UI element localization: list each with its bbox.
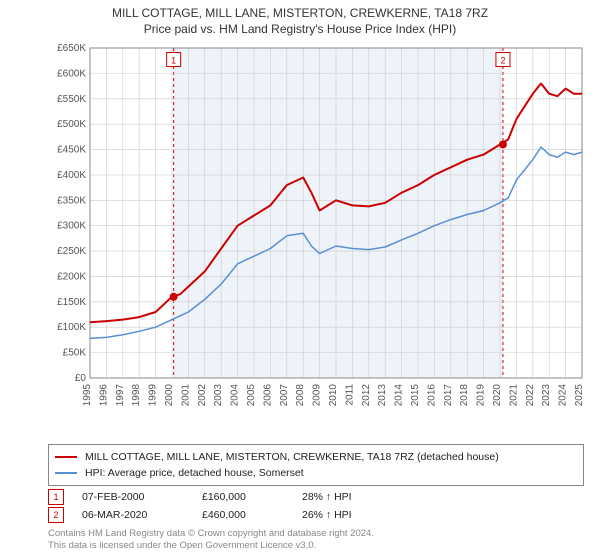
svg-text:£250K: £250K [57, 246, 86, 257]
svg-text:£200K: £200K [57, 271, 86, 282]
svg-text:2017: 2017 [443, 384, 454, 407]
svg-text:£400K: £400K [57, 170, 86, 181]
svg-text:2019: 2019 [476, 384, 487, 407]
svg-text:£350K: £350K [57, 195, 86, 206]
svg-text:2024: 2024 [558, 384, 569, 407]
svg-text:2015: 2015 [410, 384, 421, 407]
svg-text:2010: 2010 [328, 384, 339, 407]
svg-text:£500K: £500K [57, 119, 86, 130]
svg-text:2009: 2009 [312, 384, 323, 407]
svg-text:2022: 2022 [525, 384, 536, 407]
legend-item-hpi: HPI: Average price, detached house, Some… [55, 465, 577, 481]
svg-text:2006: 2006 [262, 384, 273, 407]
legend-label-hpi: HPI: Average price, detached house, Some… [85, 467, 304, 479]
svg-text:2016: 2016 [426, 384, 437, 407]
svg-text:1997: 1997 [115, 384, 126, 407]
svg-text:2023: 2023 [541, 384, 552, 407]
svg-text:£50K: £50K [63, 348, 87, 359]
transaction-pct: 28% ↑ HPI [302, 491, 422, 503]
svg-text:2008: 2008 [295, 384, 306, 407]
svg-text:2021: 2021 [508, 384, 519, 407]
svg-text:2002: 2002 [197, 384, 208, 407]
svg-text:2005: 2005 [246, 384, 257, 407]
transaction-pct: 26% ↑ HPI [302, 509, 422, 521]
svg-text:£450K: £450K [57, 145, 86, 156]
transaction-price: £460,000 [202, 509, 302, 521]
svg-text:2013: 2013 [377, 384, 388, 407]
marker-badge-2: 2 [48, 507, 64, 523]
svg-text:2018: 2018 [459, 384, 470, 407]
table-row: 2 06-MAR-2020 £460,000 26% ↑ HPI [48, 506, 422, 524]
svg-text:£650K: £650K [57, 44, 86, 54]
svg-text:1995: 1995 [82, 384, 93, 407]
marker-badge-1: 1 [48, 489, 64, 505]
svg-text:2025: 2025 [574, 384, 585, 407]
legend-label-property: MILL COTTAGE, MILL LANE, MISTERTON, CREW… [85, 451, 499, 463]
svg-text:£600K: £600K [57, 68, 86, 79]
svg-text:1999: 1999 [148, 384, 159, 407]
svg-text:2011: 2011 [344, 384, 355, 406]
chart-title-block: MILL COTTAGE, MILL LANE, MISTERTON, CREW… [0, 0, 600, 36]
svg-text:2000: 2000 [164, 384, 175, 407]
legend-swatch-hpi [55, 472, 77, 474]
svg-text:2004: 2004 [230, 384, 241, 407]
svg-text:£300K: £300K [57, 221, 86, 232]
legend-item-property: MILL COTTAGE, MILL LANE, MISTERTON, CREW… [55, 449, 577, 465]
attribution-line1: Contains HM Land Registry data © Crown c… [48, 528, 374, 540]
svg-text:£0: £0 [75, 373, 87, 384]
svg-text:2: 2 [500, 56, 505, 66]
svg-text:2001: 2001 [180, 384, 191, 407]
svg-text:2012: 2012 [361, 384, 372, 407]
title-address: MILL COTTAGE, MILL LANE, MISTERTON, CREW… [0, 6, 600, 20]
table-row: 1 07-FEB-2000 £160,000 28% ↑ HPI [48, 488, 422, 506]
svg-text:2003: 2003 [213, 384, 224, 407]
transaction-date: 07-FEB-2000 [82, 491, 202, 503]
transaction-table: 1 07-FEB-2000 £160,000 28% ↑ HPI 2 06-MA… [48, 488, 422, 524]
legend: MILL COTTAGE, MILL LANE, MISTERTON, CREW… [48, 444, 584, 486]
transaction-date: 06-MAR-2020 [82, 509, 202, 521]
title-subtitle: Price paid vs. HM Land Registry's House … [0, 22, 600, 36]
svg-text:£100K: £100K [57, 322, 86, 333]
price-chart: £0 £50K £100K £150K £200K £250K £300K £350K £400… [48, 44, 588, 424]
svg-text:1998: 1998 [131, 384, 142, 407]
svg-text:2007: 2007 [279, 384, 290, 407]
attribution-text: Contains HM Land Registry data © Crown c… [48, 528, 374, 553]
svg-text:1996: 1996 [98, 384, 109, 407]
legend-swatch-property [55, 456, 77, 458]
svg-text:2020: 2020 [492, 384, 503, 407]
svg-text:2014: 2014 [394, 384, 405, 407]
svg-text:1: 1 [171, 56, 176, 66]
attribution-line2: This data is licensed under the Open Gov… [48, 540, 374, 552]
svg-text:£550K: £550K [57, 94, 86, 105]
svg-text:£150K: £150K [57, 297, 86, 308]
transaction-price: £160,000 [202, 491, 302, 503]
